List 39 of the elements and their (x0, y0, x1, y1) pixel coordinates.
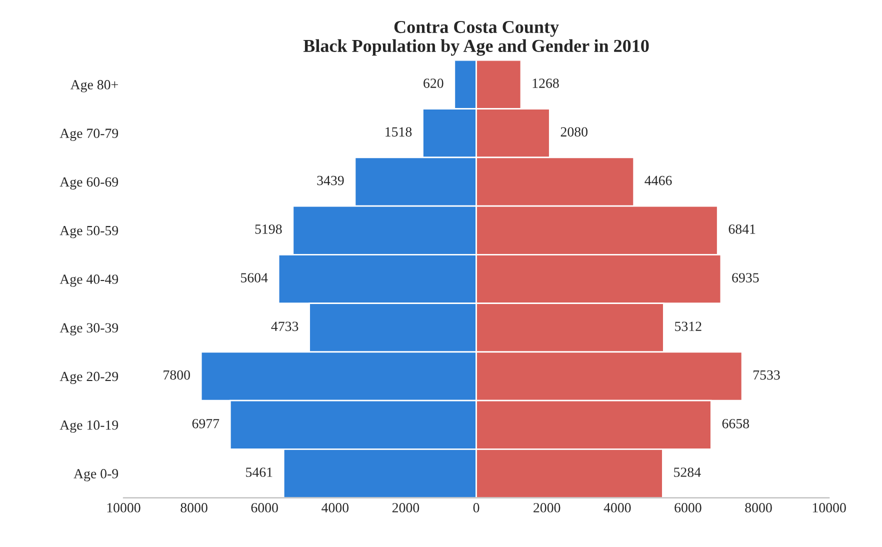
x-tick-label: 2000 (534, 503, 560, 512)
y-tick-label: Age 80+ (70, 80, 118, 92)
x-tick-label: 8000 (180, 503, 208, 512)
x-tick-label: 4000 (322, 503, 349, 512)
data-label: 5461 (246, 468, 272, 477)
y-tick-label: Age 0-9 (74, 469, 118, 482)
x-tick-label: 8000 (745, 503, 772, 512)
y-tick-label: Age 30-39 (60, 323, 118, 336)
data-label: 4466 (644, 176, 672, 186)
data-label: 6841 (728, 224, 756, 234)
chart-title: Contra Costa County Black Population by Age and Gender in 2010 (303, 20, 649, 56)
data-label: 4733 (271, 322, 298, 332)
x-tick-label: 0 (473, 503, 480, 512)
y-tick-label: Age 60-69 (60, 177, 118, 190)
data-label: 620 (424, 78, 444, 88)
y-tick-label: Age 70-79 (60, 128, 118, 141)
data-label: 1268 (532, 78, 559, 88)
data-label: 3439 (317, 176, 344, 186)
y-tick-label: Age 20-29 (60, 372, 118, 384)
data-label: 6977 (192, 418, 220, 428)
y-tick-label: Age 50-59 (60, 226, 118, 238)
x-tick-label: 2000 (392, 503, 420, 512)
data-label: 6658 (722, 418, 750, 428)
data-label: 5604 (241, 273, 268, 282)
y-tick-label: Age 40-49 (60, 274, 118, 287)
x-tick-label: 6000 (251, 503, 278, 512)
x-tick-label: 6000 (674, 503, 702, 512)
data-label: 7800 (164, 370, 190, 380)
data-label: 2080 (560, 127, 588, 137)
x-tick-label: 10000 (812, 503, 846, 512)
data-label: 1518 (386, 127, 412, 137)
data-label: 7533 (754, 370, 780, 380)
data-label: 5284 (674, 468, 701, 477)
x-tick-label: 4000 (604, 503, 631, 512)
data-label: 5198 (255, 224, 282, 234)
x-tick-label: 10000 (107, 503, 140, 512)
y-tick-label: Age 10-19 (60, 420, 118, 433)
data-label: 5312 (675, 322, 702, 332)
data-label: 6935 (732, 273, 759, 282)
